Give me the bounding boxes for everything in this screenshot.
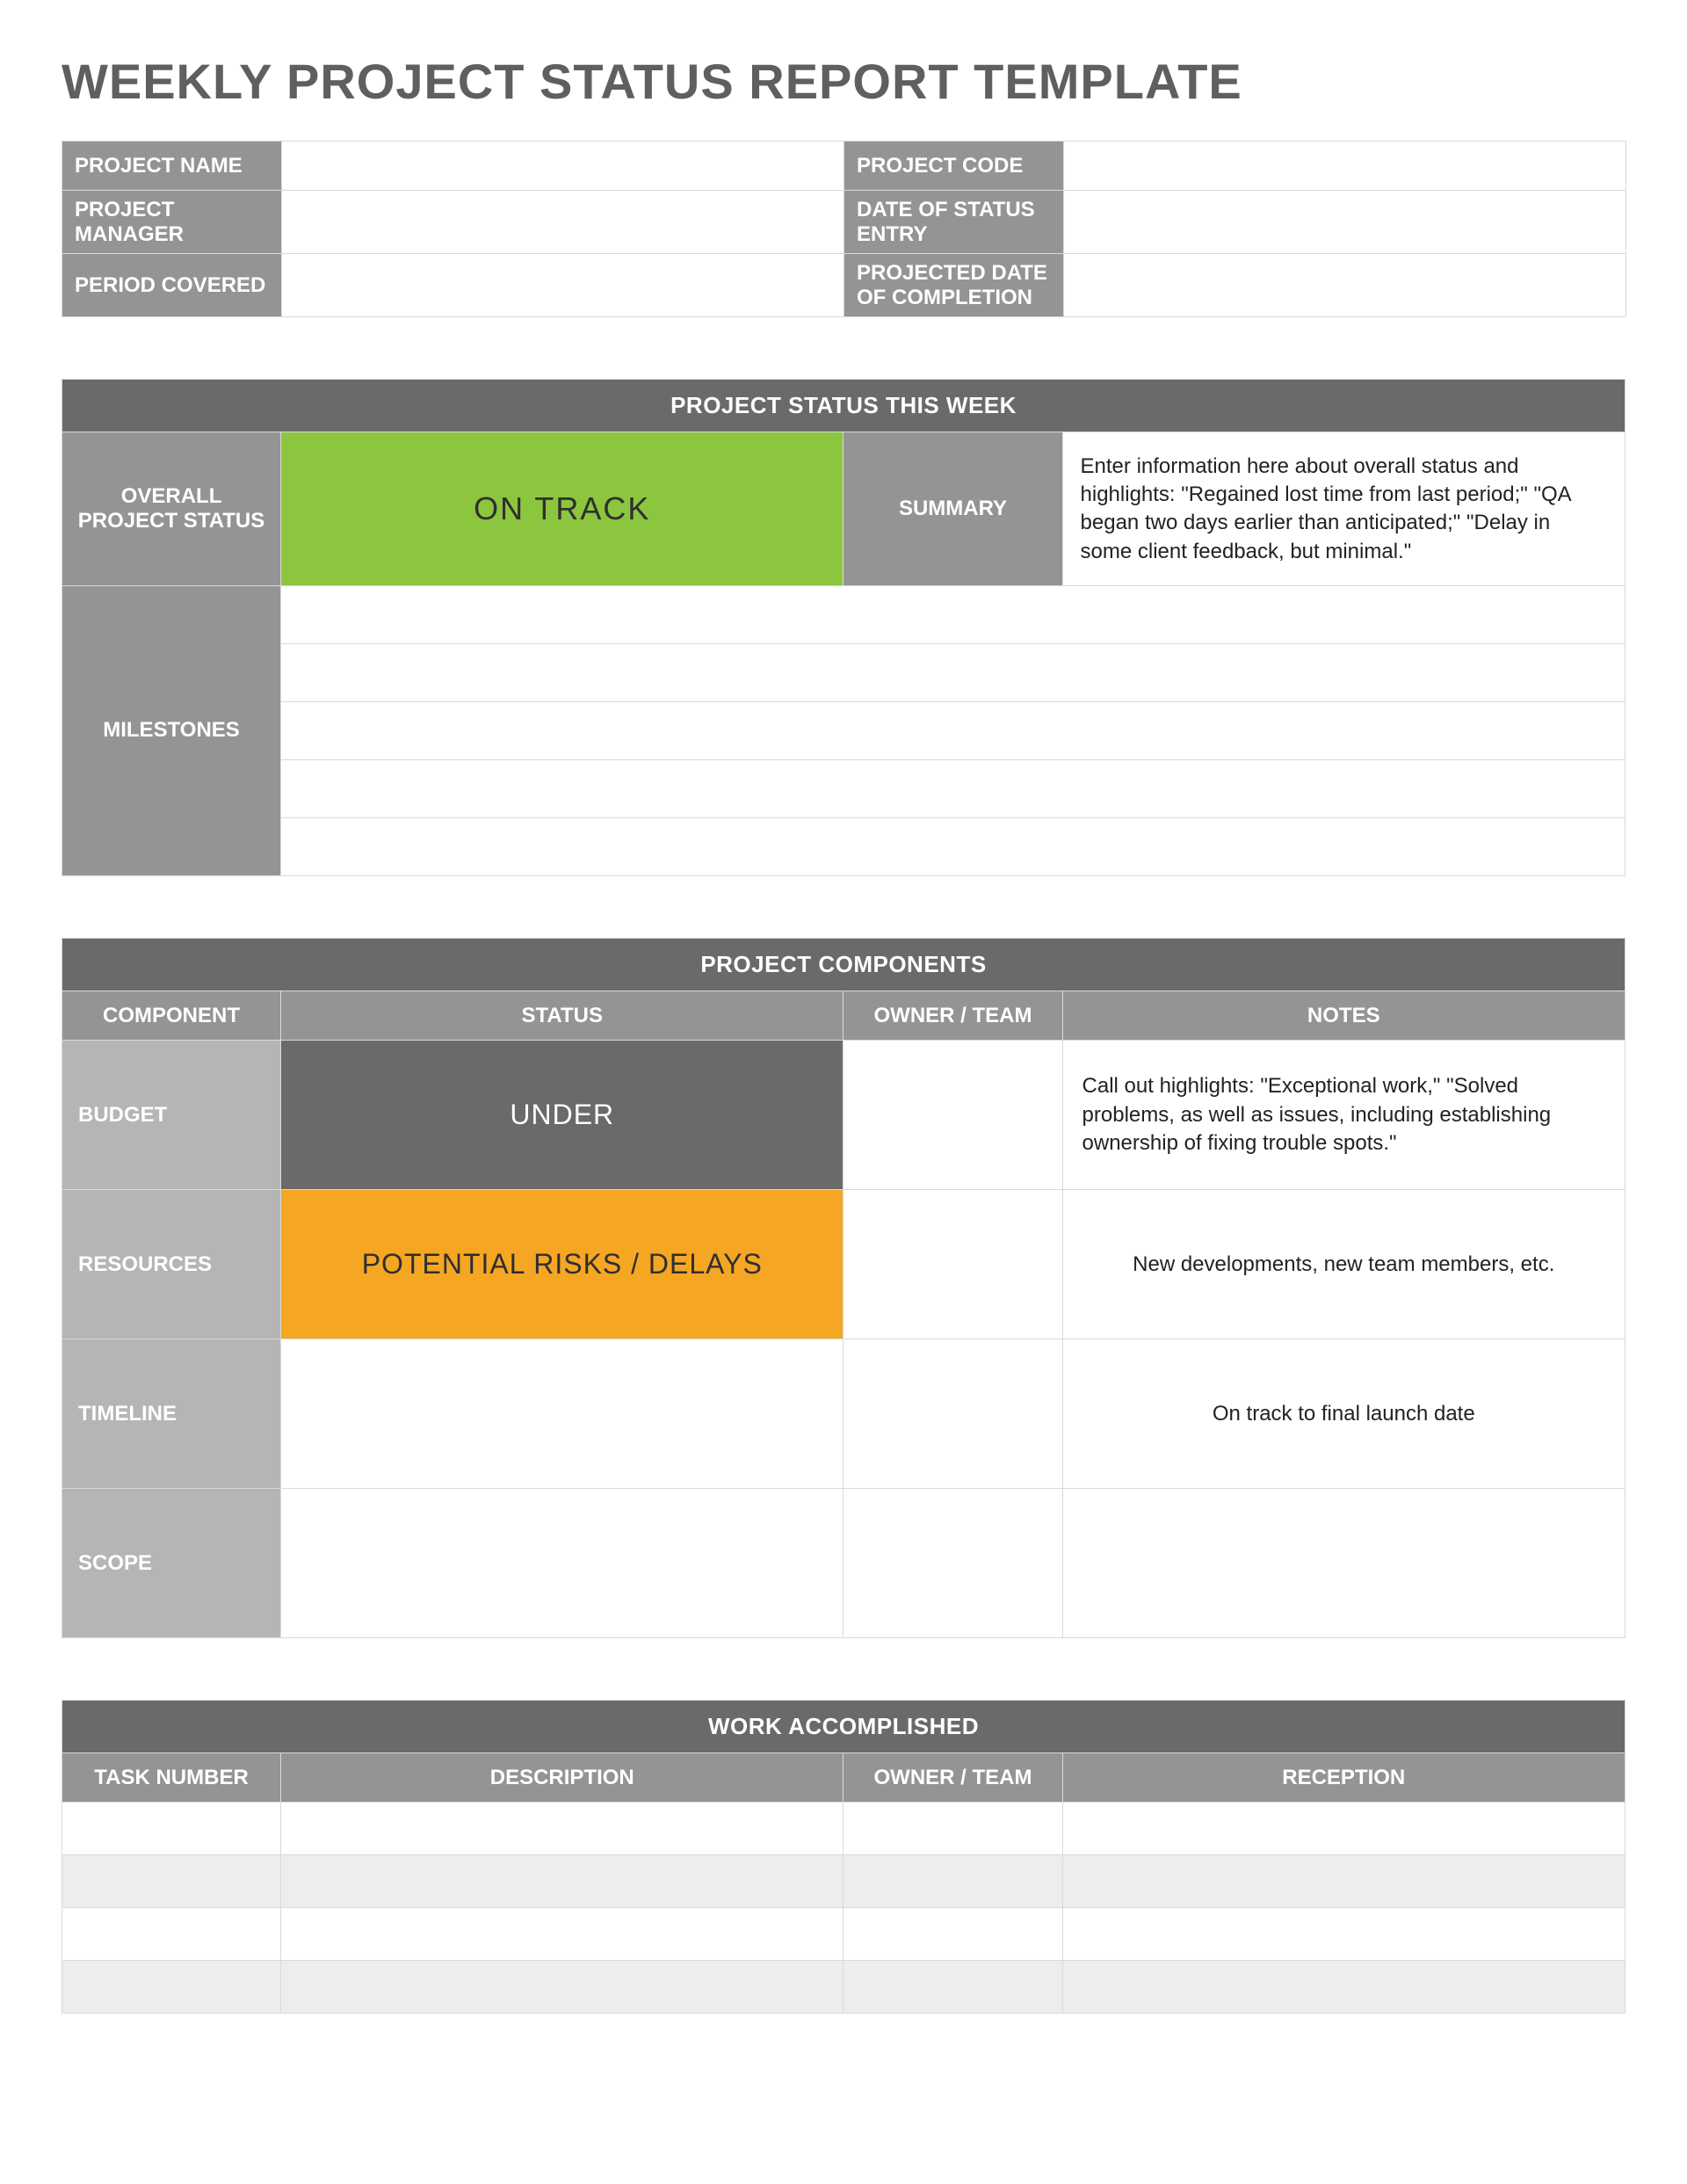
overall-status-value: ON TRACK bbox=[281, 432, 844, 586]
work-cell[interactable] bbox=[844, 1803, 1062, 1855]
components-header: PROJECT COMPONENTS bbox=[62, 939, 1625, 991]
col-task-number: TASK NUMBER bbox=[62, 1753, 281, 1803]
work-cell[interactable] bbox=[281, 1961, 844, 2013]
work-header: WORK ACCOMPLISHED bbox=[62, 1701, 1625, 1753]
overall-status-label: OVERALL PROJECT STATUS bbox=[62, 432, 281, 586]
work-cell[interactable] bbox=[1062, 1803, 1625, 1855]
label-project-name: PROJECT NAME bbox=[62, 141, 282, 191]
status-week-table: PROJECT STATUS THIS WEEK OVERALL PROJECT… bbox=[62, 379, 1625, 876]
work-cell[interactable] bbox=[1062, 1961, 1625, 2013]
col-owner-team: OWNER / TEAM bbox=[844, 1753, 1062, 1803]
owner-timeline[interactable] bbox=[844, 1339, 1062, 1489]
summary-label: SUMMARY bbox=[844, 432, 1062, 586]
notes-scope[interactable] bbox=[1062, 1489, 1625, 1638]
col-component: COMPONENT bbox=[62, 991, 281, 1041]
value-project-manager[interactable] bbox=[282, 191, 844, 254]
component-resources: RESOURCES bbox=[62, 1190, 281, 1339]
label-project-manager: PROJECT MANAGER bbox=[62, 191, 282, 254]
value-date-status-entry[interactable] bbox=[1064, 191, 1626, 254]
work-cell[interactable] bbox=[62, 1803, 281, 1855]
milestone-row[interactable] bbox=[281, 644, 1625, 702]
work-cell[interactable] bbox=[844, 1908, 1062, 1961]
label-period-covered: PERIOD COVERED bbox=[62, 254, 282, 317]
work-cell[interactable] bbox=[281, 1908, 844, 1961]
work-cell[interactable] bbox=[844, 1961, 1062, 2013]
label-projected-completion: PROJECTED DATE OF COMPLETION bbox=[844, 254, 1064, 317]
work-cell[interactable] bbox=[62, 1908, 281, 1961]
status-resources: POTENTIAL RISKS / DELAYS bbox=[281, 1190, 844, 1339]
status-week-header: PROJECT STATUS THIS WEEK bbox=[62, 380, 1625, 432]
work-cell[interactable] bbox=[281, 1855, 844, 1908]
status-timeline bbox=[281, 1339, 844, 1489]
work-cell[interactable] bbox=[281, 1803, 844, 1855]
value-period-covered[interactable] bbox=[282, 254, 844, 317]
work-cell[interactable] bbox=[844, 1855, 1062, 1908]
label-project-code: PROJECT CODE bbox=[844, 141, 1064, 191]
milestone-row[interactable] bbox=[281, 702, 1625, 760]
components-table: PROJECT COMPONENTS COMPONENT STATUS OWNE… bbox=[62, 938, 1625, 1638]
milestone-row[interactable] bbox=[281, 760, 1625, 818]
notes-timeline[interactable]: On track to final launch date bbox=[1062, 1339, 1625, 1489]
project-info-table: PROJECT NAME PROJECT CODE PROJECT MANAGE… bbox=[62, 141, 1626, 317]
col-reception: RECEPTION bbox=[1062, 1753, 1625, 1803]
work-cell[interactable] bbox=[1062, 1908, 1625, 1961]
col-notes: NOTES bbox=[1062, 991, 1625, 1041]
value-project-code[interactable] bbox=[1064, 141, 1626, 191]
work-cell[interactable] bbox=[1062, 1855, 1625, 1908]
milestones-label: MILESTONES bbox=[62, 586, 281, 876]
status-scope bbox=[281, 1489, 844, 1638]
summary-text[interactable]: Enter information here about overall sta… bbox=[1062, 432, 1625, 586]
notes-resources[interactable]: New developments, new team members, etc. bbox=[1062, 1190, 1625, 1339]
status-budget: UNDER bbox=[281, 1041, 844, 1190]
component-scope: SCOPE bbox=[62, 1489, 281, 1638]
owner-resources[interactable] bbox=[844, 1190, 1062, 1339]
owner-scope[interactable] bbox=[844, 1489, 1062, 1638]
page-title: WEEKLY PROJECT STATUS REPORT TEMPLATE bbox=[62, 53, 1625, 110]
milestone-row[interactable] bbox=[281, 586, 1625, 644]
col-description: DESCRIPTION bbox=[281, 1753, 844, 1803]
work-table: WORK ACCOMPLISHED TASK NUMBER DESCRIPTIO… bbox=[62, 1700, 1625, 2013]
label-date-status-entry: DATE OF STATUS ENTRY bbox=[844, 191, 1064, 254]
component-timeline: TIMELINE bbox=[62, 1339, 281, 1489]
component-budget: BUDGET bbox=[62, 1041, 281, 1190]
value-project-name[interactable] bbox=[282, 141, 844, 191]
notes-budget[interactable]: Call out highlights: "Exceptional work,"… bbox=[1062, 1041, 1625, 1190]
col-status: STATUS bbox=[281, 991, 844, 1041]
work-cell[interactable] bbox=[62, 1855, 281, 1908]
work-cell[interactable] bbox=[62, 1961, 281, 2013]
value-projected-completion[interactable] bbox=[1064, 254, 1626, 317]
milestone-row[interactable] bbox=[281, 818, 1625, 876]
col-owner: OWNER / TEAM bbox=[844, 991, 1062, 1041]
owner-budget[interactable] bbox=[844, 1041, 1062, 1190]
